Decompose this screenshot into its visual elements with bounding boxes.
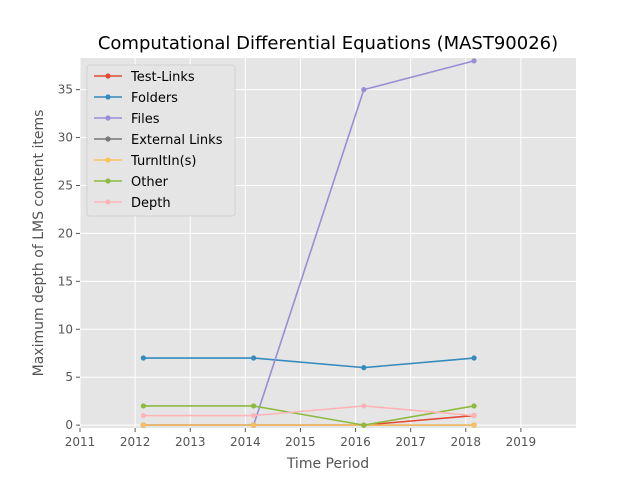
legend-swatch-marker [105, 199, 111, 205]
data-point [251, 422, 257, 428]
legend-item: Test-Links [94, 70, 195, 85]
chart-title: Computational Differential Equations (MA… [98, 33, 558, 54]
x-tick-label: 2019 [506, 435, 537, 449]
legend-item: External Links [94, 133, 223, 148]
data-point [140, 355, 146, 361]
series-depth [140, 403, 477, 419]
y-tick-label: 10 [58, 322, 73, 336]
data-point [471, 403, 477, 409]
y-tick-label: 5 [65, 370, 73, 384]
data-point [471, 422, 477, 428]
data-point [471, 58, 477, 64]
legend-item: Folders [94, 91, 178, 106]
y-tick-label: 15 [58, 274, 73, 288]
data-point [140, 403, 146, 409]
legend-label: TurnItIn(s) [130, 154, 196, 169]
data-point [251, 403, 257, 409]
y-axis-label: Maximum depth of LMS content items [31, 110, 47, 377]
x-axis-label: Time Period [286, 456, 369, 472]
data-point [251, 412, 257, 419]
x-tick-label: 2014 [230, 435, 261, 449]
data-point [140, 422, 146, 428]
y-axis-ticks: 0 5 10 15 20 25 30 35 [58, 83, 80, 432]
data-point [471, 412, 477, 419]
legend: Test-Links Folders Files External Links Turn… [86, 64, 236, 217]
y-tick-label: 25 [58, 178, 73, 192]
legend-label: Other [131, 175, 169, 190]
data-point [471, 355, 477, 361]
x-tick-label: 2018 [451, 435, 482, 449]
data-point [140, 412, 146, 419]
legend-item: Other [94, 175, 169, 190]
x-tick-label: 2011 [65, 435, 96, 449]
y-tick-label: 0 [65, 418, 73, 432]
series-lines [140, 58, 477, 428]
legend-label: Depth [131, 196, 171, 211]
data-point [361, 365, 367, 371]
x-tick-label: 2013 [175, 435, 206, 449]
legend-swatch-marker [105, 94, 111, 100]
x-tick-label: 2012 [120, 435, 151, 449]
x-tick-label: 2016 [340, 435, 371, 449]
data-point [361, 422, 367, 428]
x-tick-label: 2017 [395, 435, 426, 449]
data-point [361, 87, 367, 93]
legend-box [86, 64, 236, 217]
series-line [143, 405, 475, 417]
series-folders [140, 355, 477, 371]
series-line [143, 357, 475, 369]
legend-label: External Links [131, 133, 223, 148]
legend-swatch-marker [105, 157, 111, 163]
y-tick-label: 20 [58, 226, 73, 240]
y-tick-label: 30 [58, 131, 73, 145]
data-point [251, 355, 257, 361]
legend-swatch-marker [105, 115, 111, 121]
legend-item: Depth [94, 196, 171, 211]
legend-label: Test-Links [130, 70, 195, 85]
legend-item: Files [94, 112, 160, 127]
y-tick-label: 35 [58, 83, 73, 97]
data-point [361, 403, 367, 409]
legend-label: Folders [131, 91, 178, 106]
legend-item: TurnItIn(s) [94, 154, 196, 169]
legend-swatch-marker [105, 73, 111, 79]
series-line [143, 405, 475, 426]
legend-swatch-marker [105, 136, 111, 142]
series-other [140, 403, 477, 428]
x-tick-label: 2015 [285, 435, 316, 449]
legend-label: Files [131, 112, 160, 127]
legend-swatch-marker [105, 178, 111, 184]
x-axis-ticks: 2011 2012 2013 2014 2015 2016 2017 2018 2019 [65, 428, 536, 449]
